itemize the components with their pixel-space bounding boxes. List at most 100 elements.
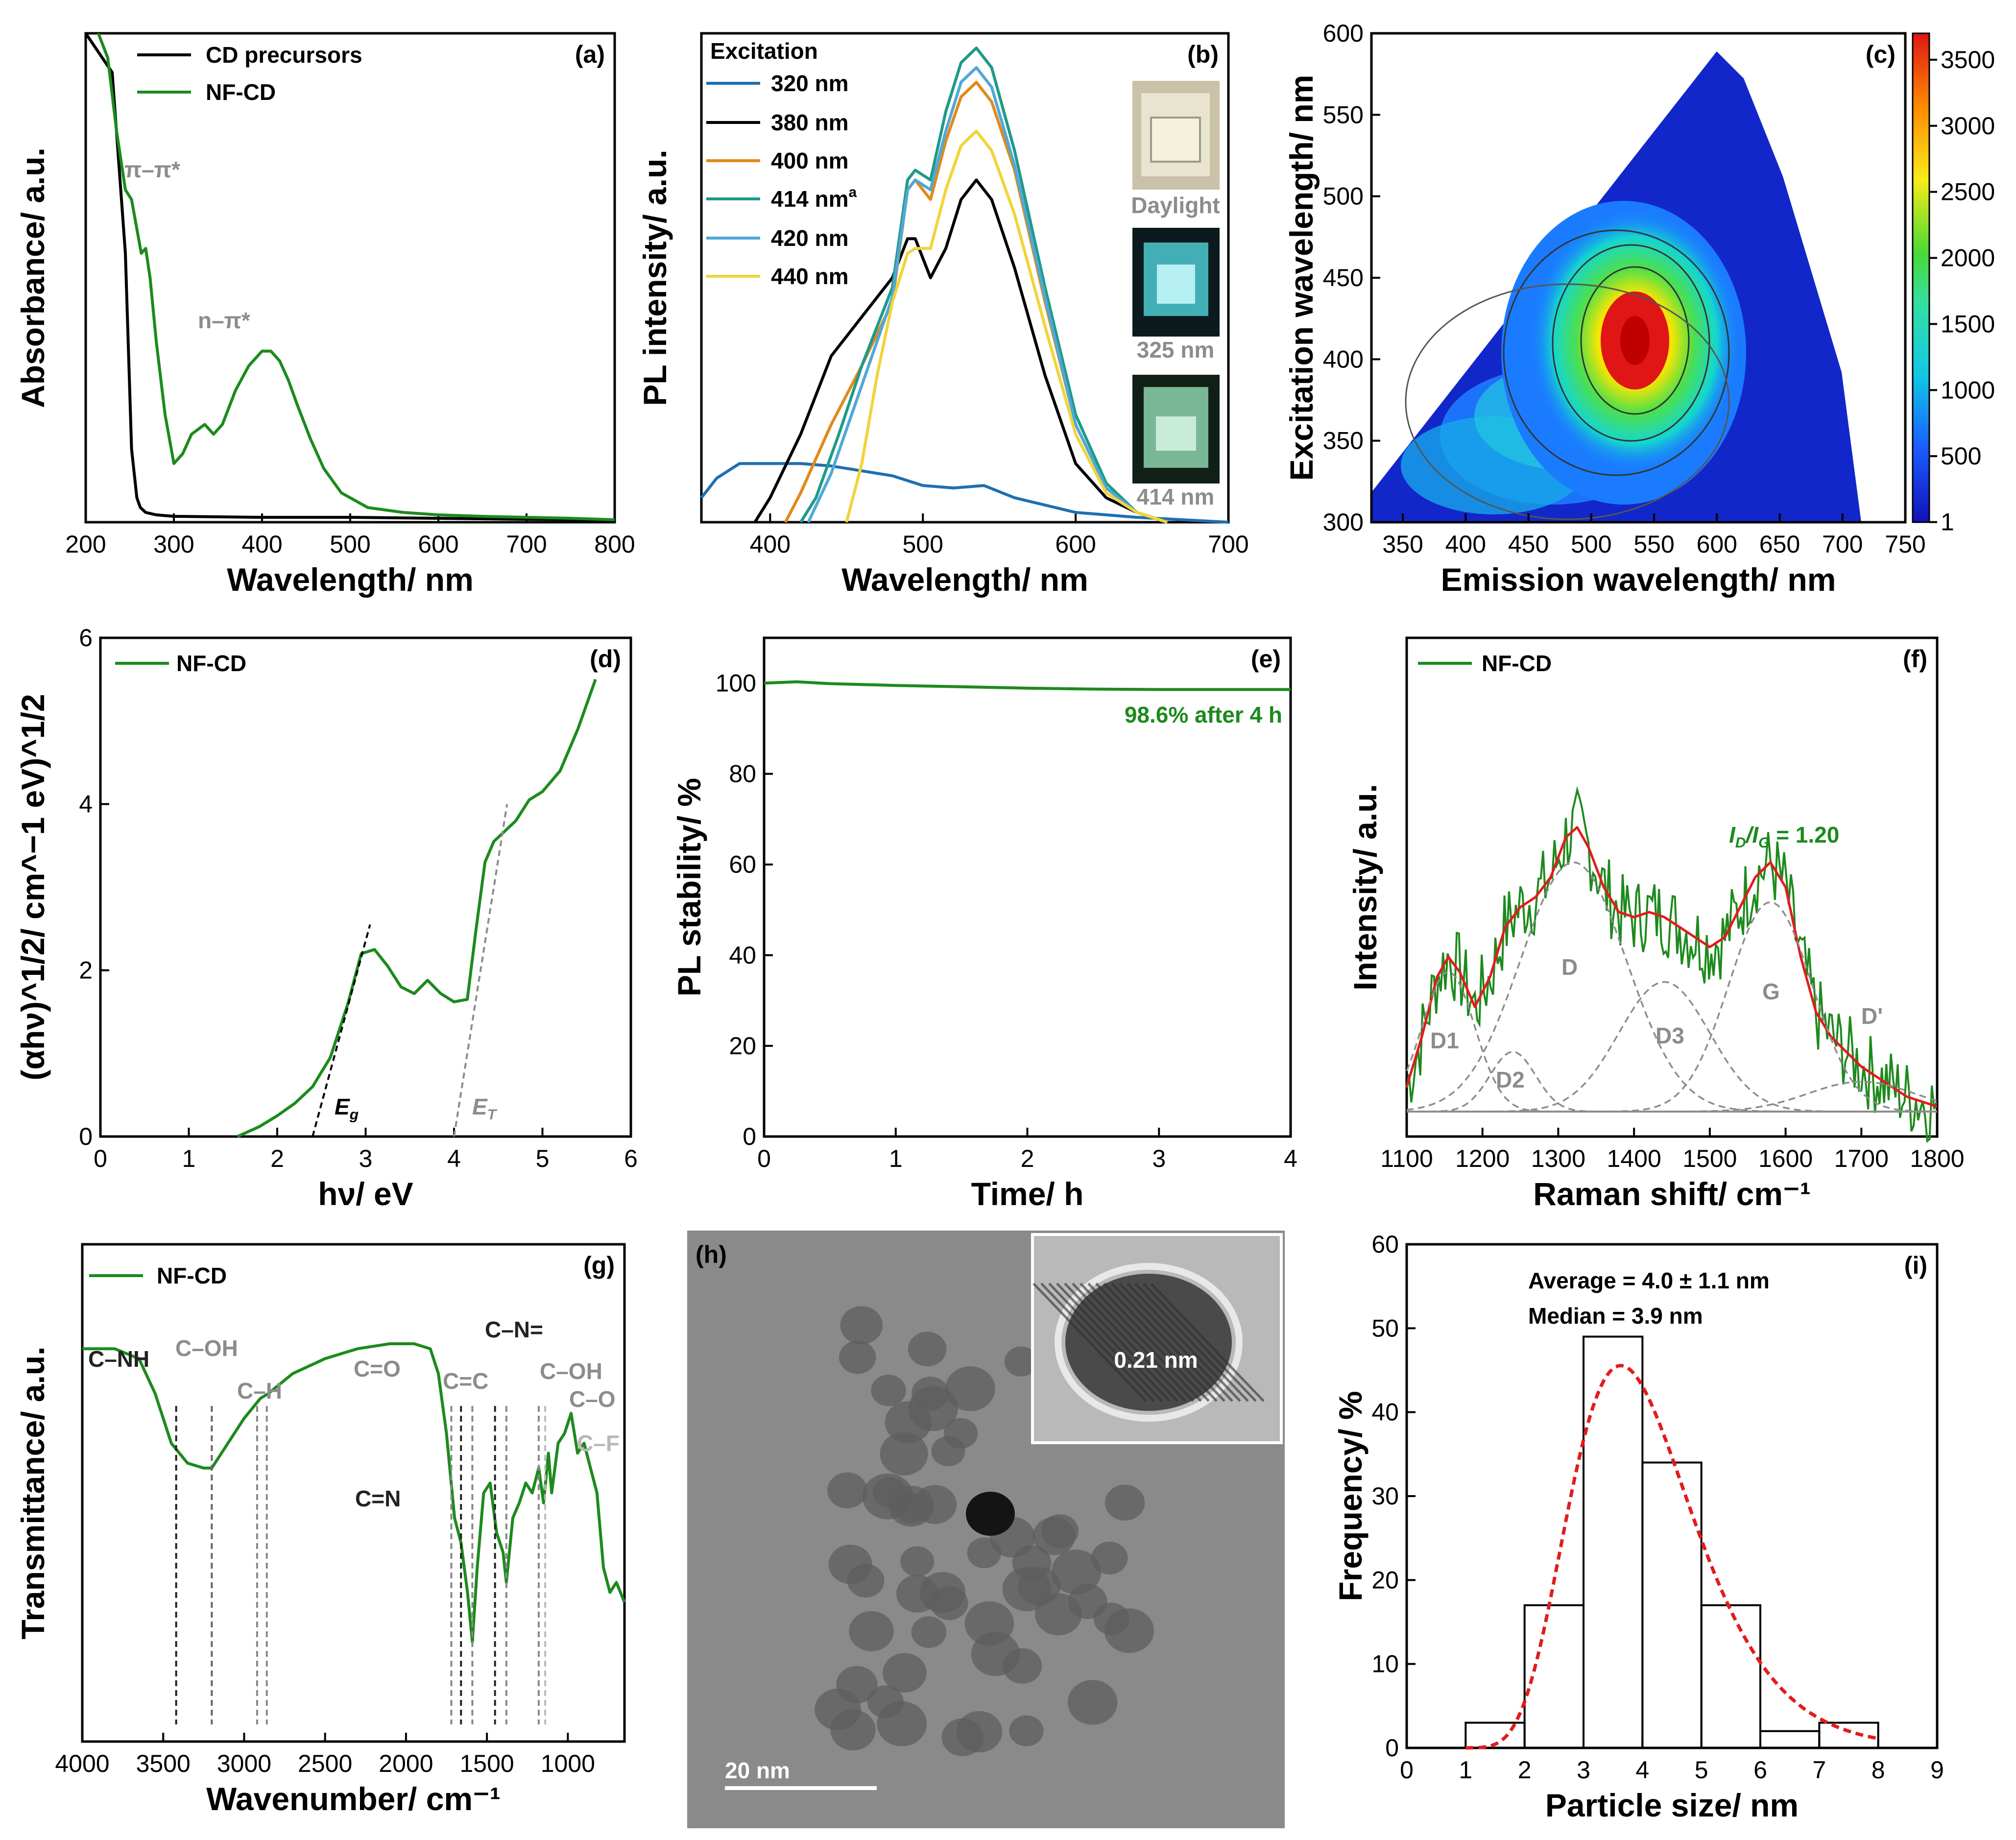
x-tick-label: 800 — [594, 531, 635, 558]
lattice-fringe — [1087, 1283, 1202, 1402]
nanoparticle — [871, 1375, 906, 1406]
y-tick-label: 50 — [1371, 1314, 1399, 1342]
panel-f-peak-d3: D3 — [1656, 1023, 1684, 1048]
x-tick-label: 350 — [1382, 531, 1423, 558]
band-co: C–O — [569, 1386, 616, 1412]
series-380-nm — [753, 178, 1168, 524]
b-axes-frame — [700, 32, 1230, 524]
panel-e-note: 98.6% after 4 h — [1125, 702, 1282, 727]
component-peak — [1407, 1081, 1938, 1113]
band-cnh: C–NH — [88, 1346, 149, 1372]
panel-label: (g) — [583, 1252, 615, 1279]
nanoparticle — [1009, 1715, 1044, 1746]
y-tick-label: 450 — [1323, 264, 1364, 291]
x-tick-label: 7 — [1812, 1756, 1826, 1784]
a-axes-frame — [84, 32, 616, 524]
panel-b-legend-400: 400 nm — [771, 148, 849, 173]
x-tick-label: 1000 — [541, 1750, 595, 1777]
x-tick-label: 0 — [757, 1145, 771, 1172]
y-tick-label: 0 — [79, 1123, 93, 1150]
y-axis-title: PL stability/ % — [671, 778, 707, 996]
panel-i: 0 1 2 3 4 5 6 7 8 9 0 10 20 30 40 50 60 Particle size/ nm… — [1332, 1231, 1944, 1823]
panel-a-series — [86, 33, 615, 521]
y-tick-label: 500 — [1323, 183, 1364, 210]
nanoparticle — [1091, 1541, 1128, 1574]
x-tick-label: 700 — [506, 531, 547, 558]
x-tick-label: 1300 — [1531, 1145, 1585, 1172]
colorbar-tick-label: 1000 — [1941, 376, 1995, 404]
y-axis-title: PL intensity/ a.u. — [637, 149, 673, 406]
y-tick-label: 30 — [1371, 1482, 1399, 1510]
x-tick-label: 3000 — [217, 1750, 271, 1777]
series-cd-precursors — [86, 33, 615, 521]
lattice-fringe — [1056, 1283, 1171, 1402]
panel-h-scale-label: 20 nm — [725, 1758, 790, 1783]
nanoparticle — [885, 1401, 932, 1444]
x-tick-label: 0 — [1400, 1756, 1414, 1784]
nanoparticle — [913, 1485, 957, 1524]
y-tick-label: 600 — [1323, 20, 1364, 47]
band-c-double-n: C=N — [355, 1486, 401, 1511]
colorbar-tick-label: 1 — [1941, 508, 1954, 536]
y-tick-label: 2 — [79, 957, 93, 984]
x-tick-label: 500 — [903, 531, 943, 558]
nanoparticle — [877, 1701, 927, 1746]
panel-d: 0 1 2 3 4 5 6 0 2 4 6 hν/ eV (αhν)^1/2/ cm^−1 eV)^1/… — [15, 624, 638, 1212]
panel-i-plot: 0 1 2 3 4 5 6 7 8 9 0 10 20 30 40 50 60 Particle size/ nm… — [1332, 1231, 1944, 1823]
x-tick-label: 600 — [418, 531, 458, 558]
y-tick-label: 0 — [743, 1123, 756, 1150]
colorbar-tick-label: 1500 — [1941, 310, 1995, 338]
y-tick-label: 400 — [1323, 345, 1364, 373]
y-tick-label: 350 — [1323, 427, 1364, 455]
x-tick-label: 1800 — [1910, 1145, 1964, 1172]
panel-b-legend-title: Excitation — [710, 38, 818, 64]
x-tick-label: 8 — [1872, 1756, 1885, 1784]
x-tick-label: 500 — [1571, 531, 1611, 558]
series-nf-cd — [82, 1342, 626, 1644]
band-cn-eq: C–N= — [485, 1317, 543, 1342]
panel-h-particles — [815, 1306, 1154, 1757]
panel-b-legend-380: 380 nm — [771, 110, 849, 135]
x-tick-label: 1 — [1459, 1756, 1472, 1784]
lattice-fringe — [1103, 1283, 1218, 1402]
panel-label: (i) — [1904, 1252, 1927, 1279]
colorbar-tick-label: 3500 — [1941, 46, 1995, 73]
lattice-fringe — [1142, 1283, 1257, 1402]
nanoparticle — [945, 1366, 995, 1411]
nanoparticle — [1004, 1346, 1038, 1377]
panel-h-lattice-fringes — [1032, 1283, 1265, 1402]
nanoparticle — [1051, 1549, 1102, 1595]
nanoparticle — [827, 1472, 867, 1508]
panel-label: (e) — [1251, 645, 1281, 673]
series-pl-stability — [764, 680, 1291, 691]
x-tick-label: 750 — [1885, 531, 1925, 558]
panel-b-photo-325nm-label: 325 nm — [1137, 337, 1215, 363]
lattice-fringe — [1095, 1283, 1210, 1402]
colorbar-tick-label: 500 — [1941, 442, 1981, 470]
panel-f-legend: NF-CD — [1482, 651, 1552, 676]
panel-b-photo-414nm-label: 414 nm — [1137, 484, 1215, 509]
x-tick-label: 1500 — [1682, 1145, 1737, 1172]
nanoparticle — [941, 1718, 984, 1757]
lattice-fringe — [1111, 1283, 1225, 1402]
panel-f: 1100 1200 1300 1400 1500 1600 1700 1800 Raman sh… — [1347, 636, 1965, 1212]
histogram-bar — [1641, 1461, 1703, 1749]
lattice-fringe — [1080, 1283, 1194, 1402]
x-tick-label: 3 — [1577, 1756, 1590, 1784]
x-tick-label: 3 — [1152, 1145, 1166, 1172]
panel-d-eg-label: Eg — [335, 1094, 359, 1123]
colorbar-tick-label: 2000 — [1941, 244, 1995, 272]
y-tick-label: 0 — [1385, 1734, 1399, 1762]
panel-a: 200 300 400 500 600 700 800 Wavelength/ nm Absor… — [15, 32, 635, 598]
nanoparticle — [862, 1473, 913, 1520]
nanoparticle — [1067, 1680, 1118, 1725]
x-tick-label: 600 — [1697, 531, 1737, 558]
nanoparticle — [971, 1632, 1020, 1676]
panel-b-legend-440: 440 nm — [771, 264, 849, 289]
nanoparticle — [836, 1666, 878, 1704]
nanoparticle — [1104, 1608, 1154, 1653]
